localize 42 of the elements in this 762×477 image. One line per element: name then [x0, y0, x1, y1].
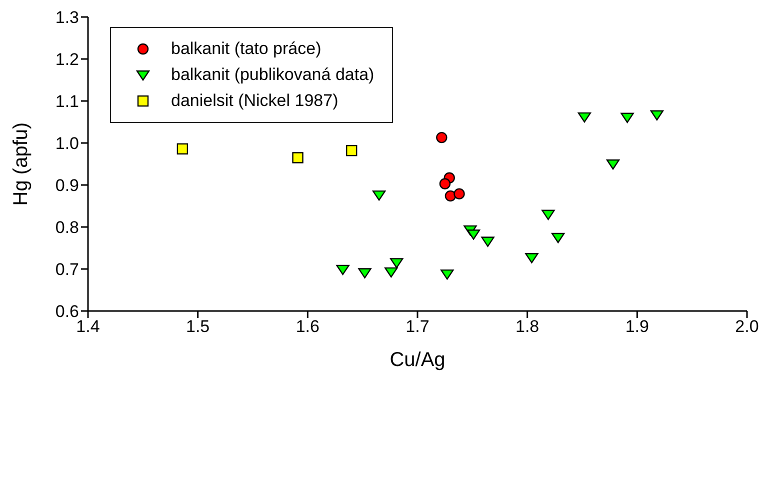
- y-tick-label: 0.6: [55, 302, 79, 322]
- point: [525, 253, 538, 264]
- y-axis-title: Hg (apfu): [10, 122, 32, 206]
- point: [440, 269, 454, 280]
- point: [650, 110, 664, 120]
- point: [372, 190, 386, 201]
- point: [620, 112, 634, 123]
- point: [346, 144, 358, 156]
- x-tick-label: 1.4: [76, 317, 100, 336]
- point: [436, 132, 448, 144]
- point: [444, 190, 456, 202]
- point: [176, 143, 188, 154]
- legend-label: danielsit (Nickel 1987): [171, 91, 338, 111]
- point: [439, 178, 451, 190]
- point: [578, 112, 592, 123]
- point: [292, 152, 304, 164]
- point: [390, 258, 404, 268]
- point: [384, 267, 398, 278]
- point: [542, 210, 555, 220]
- x-tick-label: 2.0: [735, 317, 759, 336]
- y-tick-label: 1.3: [55, 8, 79, 28]
- x-tick-label: 1.8: [516, 317, 540, 336]
- point: [481, 236, 494, 247]
- point: [336, 264, 350, 276]
- x-axis-title: Cu/Ag: [390, 349, 446, 371]
- x-tick-label: 1.6: [296, 317, 320, 336]
- x-tick-label: 1.7: [406, 317, 430, 336]
- point: [466, 230, 480, 240]
- y-tick-label: 1.1: [55, 92, 79, 112]
- y-tick-label: 0.9: [55, 176, 79, 196]
- y-tick-label: 0.7: [55, 260, 79, 280]
- point: [454, 188, 465, 200]
- legend-label: balkanit (publikovaná data): [171, 65, 374, 85]
- x-tick-label: 1.9: [625, 317, 649, 336]
- point: [551, 232, 565, 244]
- point: [358, 268, 372, 278]
- y-tick-label: 0.8: [55, 218, 79, 238]
- x-tick-label: 1.5: [186, 317, 210, 336]
- y-tick-label: 1.2: [55, 50, 79, 70]
- legend-label: balkanit (tato práce): [171, 39, 322, 59]
- y-tick-label: 1.0: [55, 134, 79, 154]
- point: [606, 159, 620, 170]
